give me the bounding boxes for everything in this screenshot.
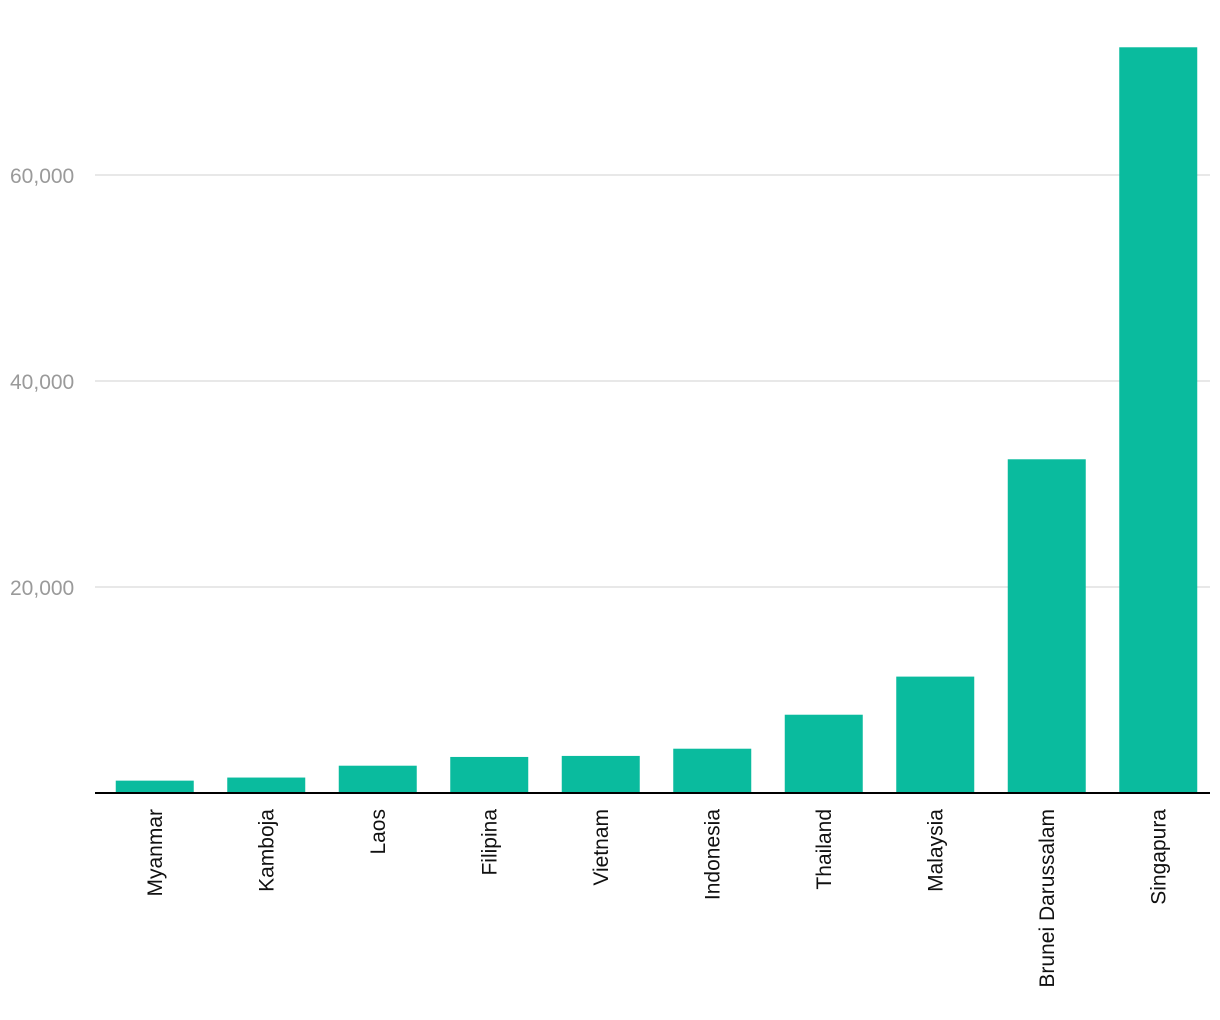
y-tick-label: 20,000 bbox=[10, 577, 74, 600]
x-tick-label-brunei-darussalam: Brunei Darussalam bbox=[1036, 809, 1059, 988]
x-tick-label-filipina: Filipina bbox=[478, 809, 501, 876]
bar-thailand bbox=[784, 714, 863, 793]
bar-vietnam bbox=[561, 755, 640, 793]
bar-filipina bbox=[450, 756, 529, 793]
x-tick-label-laos: Laos bbox=[367, 809, 390, 855]
x-tick-label-indonesia: Indonesia bbox=[701, 809, 724, 900]
bar-laos bbox=[338, 765, 417, 793]
x-axis-tick-labels: Myanmar Kamboja Laos Filipina Vietnam Indones… bbox=[144, 809, 1171, 988]
x-tick-label-thailand: Thailand bbox=[813, 809, 836, 890]
y-tick-label: 40,000 bbox=[10, 371, 74, 394]
y-axis-tick-labels: 20,000 40,000 60,000 bbox=[10, 165, 74, 600]
bar-brunei-darussalam bbox=[1007, 459, 1086, 793]
x-tick-label-myanmar: Myanmar bbox=[144, 809, 167, 897]
bar-kamboja bbox=[227, 777, 306, 793]
bar-indonesia bbox=[673, 748, 752, 793]
bar-myanmar bbox=[115, 780, 194, 793]
bars bbox=[115, 47, 1198, 793]
bar-singapura bbox=[1119, 47, 1198, 793]
bar-malaysia bbox=[896, 676, 975, 793]
x-tick-label-kamboja: Kamboja bbox=[255, 809, 278, 892]
x-tick-label-singapura: Singapura bbox=[1147, 809, 1170, 905]
x-tick-label-malaysia: Malaysia bbox=[924, 809, 947, 892]
y-tick-label: 60,000 bbox=[10, 165, 74, 188]
x-tick-label-vietnam: Vietnam bbox=[590, 809, 613, 886]
